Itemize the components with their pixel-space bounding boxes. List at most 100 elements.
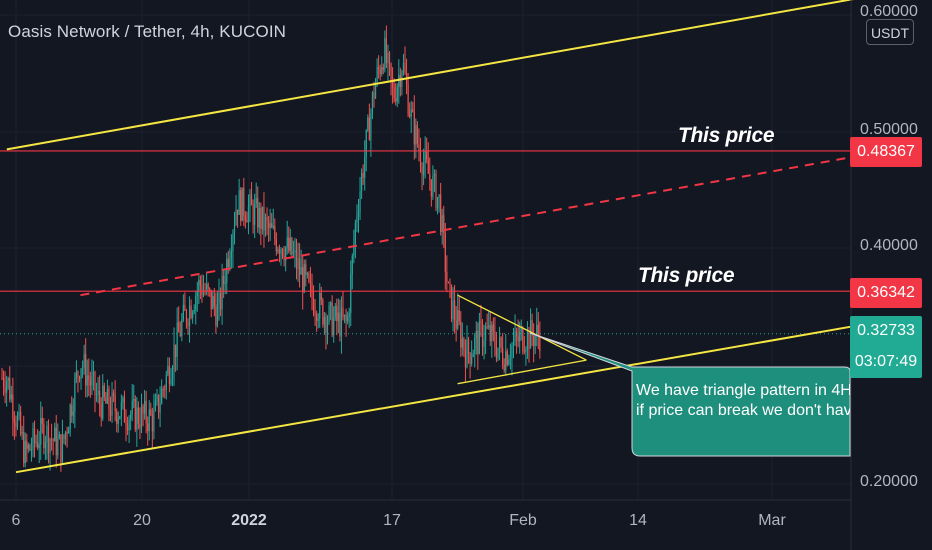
candle-body (523, 351, 525, 353)
candle-body (364, 156, 366, 178)
candle-body (257, 198, 259, 228)
candle-body (26, 440, 28, 449)
candle-body (381, 67, 383, 74)
candle-body (268, 221, 270, 228)
candle-body (49, 439, 51, 454)
candle-body (154, 401, 157, 411)
candle-body (418, 143, 420, 151)
candle-body (498, 337, 501, 348)
candle-body (86, 375, 88, 386)
candle-body (494, 331, 496, 348)
candle-body (489, 325, 491, 342)
annotation-this-price-high: This price (678, 124, 775, 147)
candle-body (2, 378, 5, 387)
candle-body (109, 409, 112, 416)
candle-body (464, 349, 467, 368)
candle-body (478, 321, 480, 355)
candle-body (409, 114, 411, 117)
candle-body (368, 117, 370, 141)
candle-body (326, 322, 329, 333)
candle-body (395, 98, 397, 102)
candle-body (187, 322, 189, 327)
candle-body (374, 82, 377, 99)
candle-body (32, 428, 34, 450)
candle-body (392, 79, 394, 88)
candle-body (288, 237, 290, 251)
date-tick-17: 17 (383, 512, 401, 529)
candle-body (519, 331, 521, 342)
callout-shape (529, 332, 851, 457)
candle-body (139, 423, 141, 429)
candle-body (122, 397, 124, 403)
candle-body (61, 434, 64, 463)
candle-body (128, 419, 130, 431)
candle-body (435, 173, 437, 209)
candle-body (466, 339, 468, 368)
candle-body (388, 53, 391, 64)
candle-body (230, 251, 232, 258)
candle-body (331, 302, 333, 336)
candle-body (40, 417, 42, 445)
triangle-lower-line (457, 359, 587, 385)
candle-body (83, 354, 85, 368)
candle-body (238, 190, 240, 215)
candle-body (156, 395, 158, 402)
candle-body (275, 238, 277, 252)
candle-body (233, 224, 236, 234)
candle-body (294, 250, 296, 253)
candle-body (116, 411, 118, 424)
currency-badge[interactable]: USDT (866, 19, 914, 45)
candle-body (181, 319, 183, 337)
date-tick-feb: Feb (509, 512, 537, 529)
candle-body (95, 394, 98, 396)
candle-body (314, 313, 316, 315)
candle-body (328, 305, 330, 323)
candle-body (123, 397, 126, 423)
candle-body (277, 249, 279, 252)
candle-body (480, 321, 482, 324)
channel-upper-line (6, 0, 854, 151)
candle-body (97, 390, 99, 395)
candle-body (452, 300, 454, 320)
candle-body (100, 403, 102, 419)
candle-body (94, 372, 96, 395)
bar-countdown: 03:07:49 (854, 353, 918, 370)
candle-body (415, 125, 417, 145)
candle-body (354, 222, 356, 244)
candle-body (10, 394, 12, 400)
candle-body (387, 53, 389, 64)
candle-body (292, 252, 294, 255)
candle-body (221, 275, 223, 310)
candle-body (144, 400, 146, 414)
candle-body (58, 434, 60, 439)
candle-body (269, 223, 271, 228)
candle-body (467, 339, 470, 354)
candle-body (252, 205, 254, 225)
candle-body (92, 372, 95, 376)
candle-body (291, 237, 293, 255)
candle-body (500, 337, 502, 348)
candle-body (71, 404, 73, 416)
candle-body (176, 322, 178, 358)
candle-body (260, 208, 262, 230)
candle-body (249, 194, 251, 207)
candle-body (449, 282, 451, 285)
candle-body (272, 225, 274, 228)
candle-body (317, 318, 319, 321)
candle-body (153, 410, 155, 432)
date-tick-20: 20 (133, 512, 151, 529)
candle-body (319, 292, 321, 319)
candle-body (164, 388, 166, 390)
candle-body (396, 86, 398, 102)
candle-body (281, 248, 284, 257)
candle-body (78, 376, 81, 380)
candle-body (43, 423, 45, 448)
candle-body (52, 440, 54, 442)
candle-body (157, 395, 160, 413)
candle-body (229, 257, 231, 268)
channel-mid-line (80, 154, 863, 297)
candle-body (421, 166, 423, 176)
candle-body (471, 357, 473, 364)
candle-body (512, 341, 515, 346)
